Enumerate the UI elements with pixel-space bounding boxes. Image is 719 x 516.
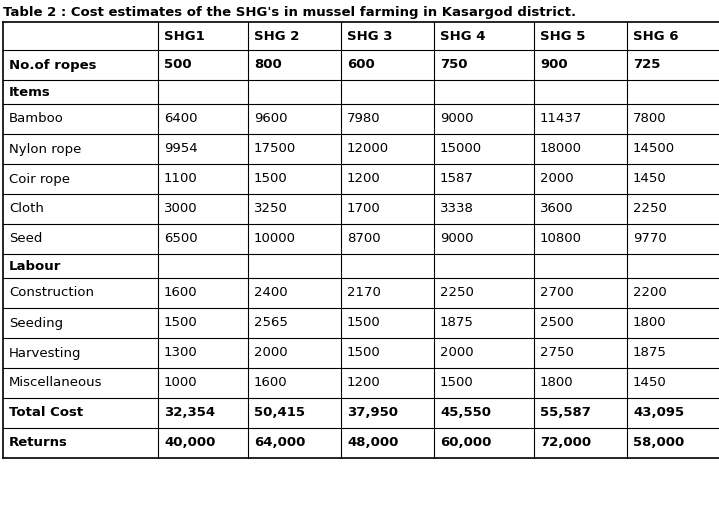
- Text: 1500: 1500: [164, 316, 198, 330]
- Text: 1875: 1875: [440, 316, 474, 330]
- Text: 1800: 1800: [540, 377, 574, 390]
- Text: 1450: 1450: [633, 377, 667, 390]
- Text: 6500: 6500: [164, 233, 198, 246]
- Text: 9954: 9954: [164, 142, 198, 155]
- Text: Nylon rope: Nylon rope: [9, 142, 81, 155]
- Text: 1200: 1200: [347, 172, 381, 185]
- Text: 2200: 2200: [633, 286, 667, 299]
- Text: Harvesting: Harvesting: [9, 347, 81, 360]
- Text: 7980: 7980: [347, 112, 380, 125]
- Text: 10000: 10000: [254, 233, 296, 246]
- Text: Bamboo: Bamboo: [9, 112, 64, 125]
- Text: 17500: 17500: [254, 142, 296, 155]
- Text: 9000: 9000: [440, 112, 474, 125]
- Text: 1300: 1300: [164, 347, 198, 360]
- Text: 2700: 2700: [540, 286, 574, 299]
- Text: 55,587: 55,587: [540, 407, 591, 420]
- Text: 58,000: 58,000: [633, 437, 684, 449]
- Text: 2170: 2170: [347, 286, 381, 299]
- Text: 2000: 2000: [440, 347, 474, 360]
- Text: 9770: 9770: [633, 233, 667, 246]
- Text: 2000: 2000: [254, 347, 288, 360]
- Text: 9000: 9000: [440, 233, 474, 246]
- Text: SHG 5: SHG 5: [540, 29, 585, 42]
- Text: 8700: 8700: [347, 233, 380, 246]
- Text: 800: 800: [254, 58, 282, 72]
- Text: 2565: 2565: [254, 316, 288, 330]
- Text: 15000: 15000: [440, 142, 482, 155]
- Text: Total Cost: Total Cost: [9, 407, 83, 420]
- Text: 48,000: 48,000: [347, 437, 398, 449]
- Text: 1875: 1875: [633, 347, 667, 360]
- Text: 18000: 18000: [540, 142, 582, 155]
- Text: 1600: 1600: [164, 286, 198, 299]
- Text: 12000: 12000: [347, 142, 389, 155]
- Text: 60,000: 60,000: [440, 437, 491, 449]
- Text: 1500: 1500: [440, 377, 474, 390]
- Text: 1000: 1000: [164, 377, 198, 390]
- Text: 2000: 2000: [540, 172, 574, 185]
- Text: 32,354: 32,354: [164, 407, 215, 420]
- Text: 10800: 10800: [540, 233, 582, 246]
- Text: 7800: 7800: [633, 112, 667, 125]
- Text: 600: 600: [347, 58, 375, 72]
- Text: 1100: 1100: [164, 172, 198, 185]
- Text: 750: 750: [440, 58, 467, 72]
- Text: 1587: 1587: [440, 172, 474, 185]
- Text: 2750: 2750: [540, 347, 574, 360]
- Text: 1450: 1450: [633, 172, 667, 185]
- Text: 11437: 11437: [540, 112, 582, 125]
- Text: Cloth: Cloth: [9, 202, 44, 216]
- Text: 40,000: 40,000: [164, 437, 216, 449]
- Text: 900: 900: [540, 58, 567, 72]
- Text: SHG 3: SHG 3: [347, 29, 393, 42]
- Text: 1800: 1800: [633, 316, 667, 330]
- Text: 3250: 3250: [254, 202, 288, 216]
- Text: 3600: 3600: [540, 202, 574, 216]
- Text: 9600: 9600: [254, 112, 288, 125]
- Text: 2250: 2250: [440, 286, 474, 299]
- Text: Construction: Construction: [9, 286, 94, 299]
- Text: Seeding: Seeding: [9, 316, 63, 330]
- Text: 1500: 1500: [254, 172, 288, 185]
- Text: SHG 4: SHG 4: [440, 29, 485, 42]
- Text: Seed: Seed: [9, 233, 42, 246]
- Text: 500: 500: [164, 58, 192, 72]
- Text: SHG1: SHG1: [164, 29, 205, 42]
- Text: 2400: 2400: [254, 286, 288, 299]
- Text: 50,415: 50,415: [254, 407, 305, 420]
- Text: 64,000: 64,000: [254, 437, 306, 449]
- Text: 1500: 1500: [347, 347, 381, 360]
- Text: 72,000: 72,000: [540, 437, 591, 449]
- Text: 6400: 6400: [164, 112, 198, 125]
- Text: 14500: 14500: [633, 142, 675, 155]
- Text: 45,550: 45,550: [440, 407, 491, 420]
- Text: Returns: Returns: [9, 437, 68, 449]
- Text: 1200: 1200: [347, 377, 381, 390]
- Text: Miscellaneous: Miscellaneous: [9, 377, 103, 390]
- Text: No.of ropes: No.of ropes: [9, 58, 96, 72]
- Text: Items: Items: [9, 86, 51, 99]
- Text: SHG 2: SHG 2: [254, 29, 299, 42]
- Text: 3338: 3338: [440, 202, 474, 216]
- Text: 725: 725: [633, 58, 660, 72]
- Text: Labour: Labour: [9, 260, 61, 272]
- Text: Table 2 : Cost estimates of the SHG's in mussel farming in Kasargod district.: Table 2 : Cost estimates of the SHG's in…: [3, 6, 576, 19]
- Text: 1500: 1500: [347, 316, 381, 330]
- Text: 37,950: 37,950: [347, 407, 398, 420]
- Text: 1700: 1700: [347, 202, 381, 216]
- Text: 3000: 3000: [164, 202, 198, 216]
- Text: 2250: 2250: [633, 202, 667, 216]
- Text: SHG 6: SHG 6: [633, 29, 679, 42]
- Text: 43,095: 43,095: [633, 407, 684, 420]
- Text: 1600: 1600: [254, 377, 288, 390]
- Text: 2500: 2500: [540, 316, 574, 330]
- Text: Coir rope: Coir rope: [9, 172, 70, 185]
